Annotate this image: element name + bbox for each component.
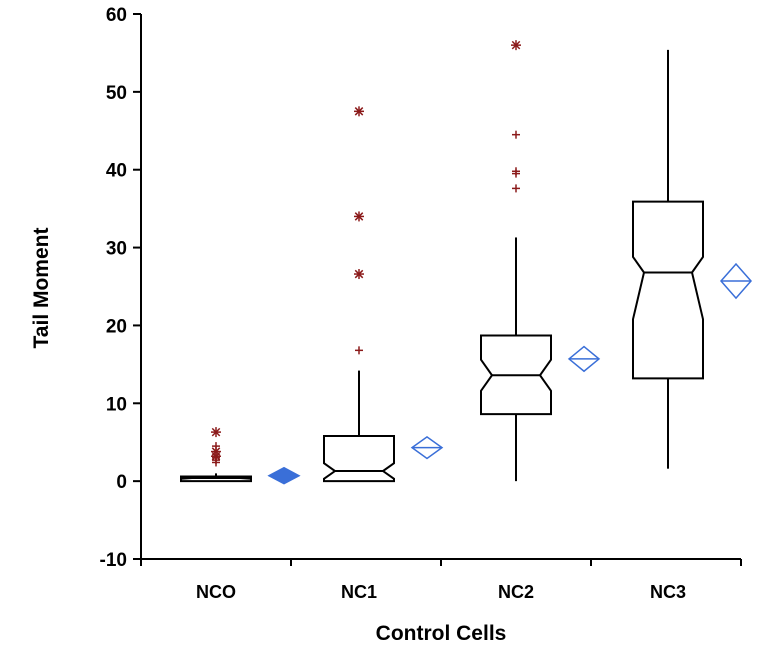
box [323, 434, 395, 483]
y-axis: -10 0 10 20 30 40 50 60 [100, 5, 142, 571]
outlier-far [354, 269, 364, 280]
outlier-stroke [511, 40, 521, 50]
box-group-nc1 [323, 106, 444, 483]
plot-area [180, 40, 752, 485]
outlier-stroke [354, 107, 364, 116]
y-axis-title: Tail Moment [30, 228, 53, 349]
outlier-near [512, 169, 520, 178]
box-group-nc3 [632, 49, 752, 469]
x-axis-title: Control Cells [376, 622, 507, 645]
y-tick-label: 20 [106, 316, 127, 337]
outlier-stroke [354, 269, 364, 279]
box [632, 200, 704, 380]
box [180, 475, 252, 483]
box-group-nco [180, 427, 301, 485]
x-axis: NCO NC1 NC2 NC3 [140, 558, 742, 602]
x-tick-label: NC1 [341, 582, 377, 602]
x-tick-label: NCO [196, 582, 236, 602]
outlier-stroke [211, 427, 221, 437]
y-tick-label: 30 [106, 239, 127, 260]
y-tick-label: 60 [106, 5, 127, 26]
y-tick-label: 10 [106, 394, 127, 415]
outlier-near [512, 130, 520, 139]
outlier-stroke [354, 212, 364, 221]
x-tick-label: NC2 [498, 582, 534, 602]
y-tick-label: 0 [116, 472, 127, 493]
outlier-near [212, 442, 220, 451]
outlier-far [354, 106, 364, 117]
y-tick-label: 50 [106, 83, 127, 104]
outlier-far [354, 211, 364, 222]
outlier-near [212, 458, 220, 467]
outlier-far [511, 40, 521, 51]
x-tick-label: NC3 [650, 582, 686, 602]
box [480, 334, 552, 416]
outlier-far [211, 427, 221, 438]
y-tick-label: 40 [106, 161, 127, 182]
outlier-near [512, 184, 520, 193]
outlier-near [355, 346, 363, 355]
y-tick-label: -10 [100, 550, 127, 571]
box-group-nc2 [480, 40, 601, 482]
